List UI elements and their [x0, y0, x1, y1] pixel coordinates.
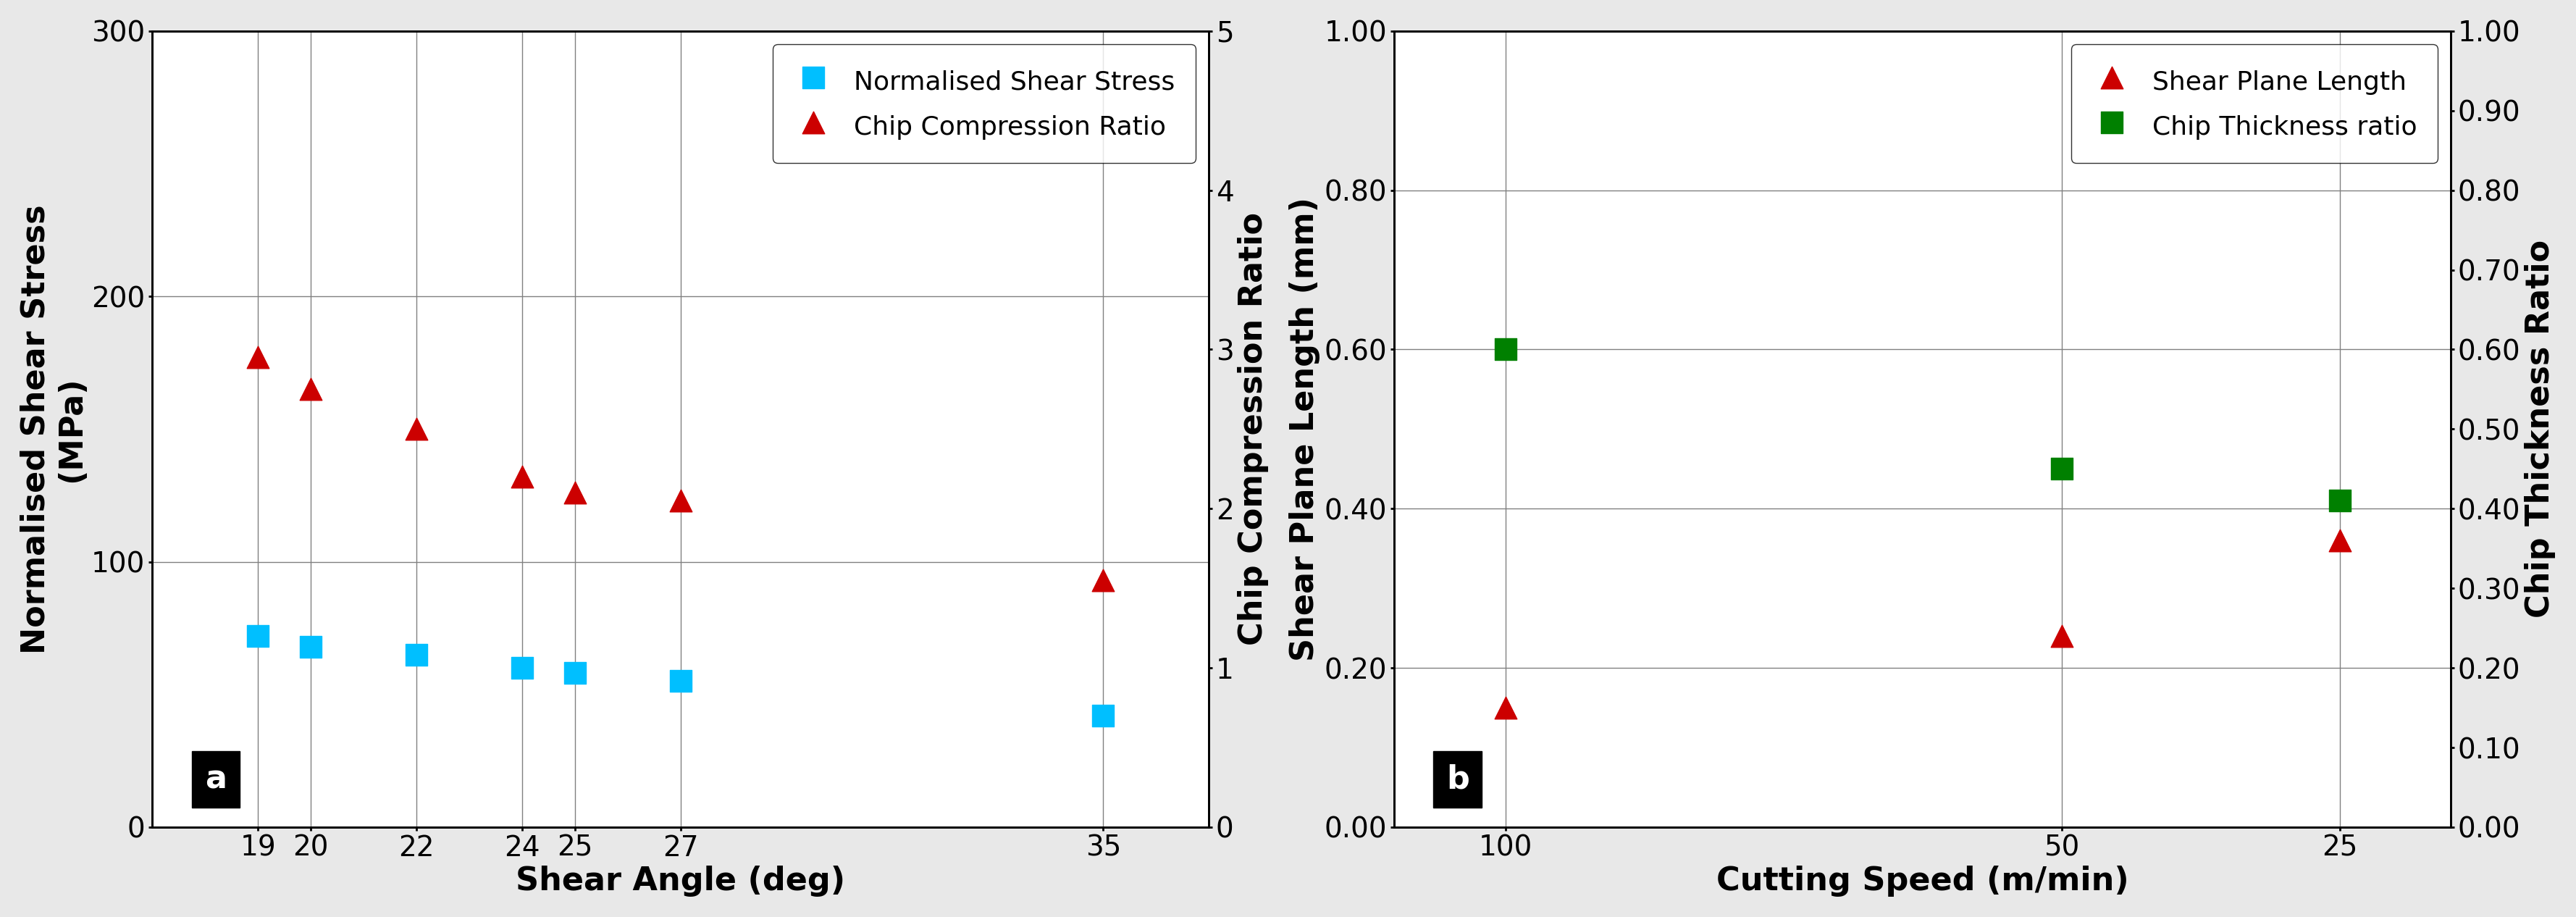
Normalised Shear Stress	[1082, 708, 1123, 723]
Shear Plane Length	[1484, 701, 1525, 715]
Legend: Normalised Shear Stress, Chip Compression Ratio: Normalised Shear Stress, Chip Compressio…	[773, 44, 1195, 163]
X-axis label: Cutting Speed (m/min): Cutting Speed (m/min)	[1716, 866, 2128, 897]
Chip Compression Ratio	[502, 470, 544, 484]
Chip Compression Ratio	[237, 350, 278, 365]
Chip Compression Ratio	[554, 485, 595, 500]
Y-axis label: Normalised Shear Stress
(MPa): Normalised Shear Stress (MPa)	[21, 204, 88, 654]
Chip Compression Ratio	[1082, 573, 1123, 588]
Normalised Shear Stress	[237, 629, 278, 644]
Normalised Shear Stress	[291, 639, 332, 654]
Y-axis label: Chip Compression Ratio: Chip Compression Ratio	[1239, 213, 1270, 646]
Normalised Shear Stress	[397, 647, 438, 662]
Text: b: b	[1445, 764, 1468, 795]
Chip Thickness ratio	[1484, 342, 1525, 357]
Normalised Shear Stress	[502, 660, 544, 675]
Text: a: a	[204, 764, 227, 795]
Legend: Shear Plane Length, Chip Thickness ratio: Shear Plane Length, Chip Thickness ratio	[2071, 44, 2437, 163]
Shear Plane Length	[2318, 533, 2360, 547]
Y-axis label: Chip Thickness Ratio: Chip Thickness Ratio	[2524, 240, 2555, 618]
Chip Compression Ratio	[397, 422, 438, 436]
Chip Compression Ratio	[291, 381, 332, 396]
Y-axis label: Shear Plane Length (mm): Shear Plane Length (mm)	[1288, 197, 1321, 661]
Normalised Shear Stress	[659, 674, 701, 689]
Chip Thickness ratio	[2318, 493, 2360, 508]
Normalised Shear Stress	[554, 666, 595, 680]
Shear Plane Length	[2040, 629, 2081, 644]
Chip Thickness ratio	[2040, 461, 2081, 476]
Chip Compression Ratio	[659, 493, 701, 508]
X-axis label: Shear Angle (deg): Shear Angle (deg)	[515, 866, 845, 897]
